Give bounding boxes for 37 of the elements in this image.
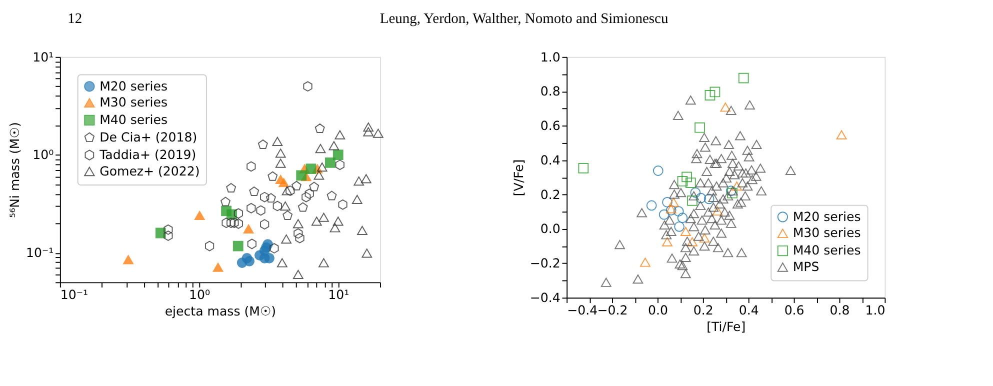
legend-label: M20 series <box>792 208 861 224</box>
y-tick-label: 0.2 <box>540 186 560 202</box>
legend-label: De Cia+ (2018) <box>100 130 198 145</box>
legend-label: M40 series <box>792 242 861 258</box>
x-axis-title: [Ti/Fe] <box>706 319 746 334</box>
x-tick-label: 10⁰ <box>189 287 210 302</box>
x-tick-label: −0.2 <box>597 302 628 318</box>
text: 12 <box>68 11 82 28</box>
y-tick-label: 10⁰ <box>32 147 54 162</box>
text: Leung, Yerdon, Walther, Nomoto and Simionescu <box>380 11 668 28</box>
legend-label: Taddia+ (2019) <box>98 146 196 162</box>
x-tick-label: 0.4 <box>738 302 759 318</box>
legend-label: M40 series <box>100 112 168 128</box>
y-tick-label: 0.8 <box>540 84 560 99</box>
x-tick-label: 0.2 <box>693 302 714 318</box>
y-tick-label: 10¹ <box>32 49 54 64</box>
x-axis-title: ejecta mass (M☉) <box>164 304 276 319</box>
x-tick-label: 0.6 <box>784 302 804 318</box>
x-tick-label: 10¹ <box>328 287 350 302</box>
y-tick-label: 0.6 <box>540 118 560 134</box>
legend-label: M30 series <box>792 225 861 240</box>
legend-label: MPS <box>792 259 820 274</box>
y-axis-title: [V/Fe] <box>511 159 526 196</box>
x-tick-label: 10⁻¹ <box>60 287 88 302</box>
y-axis-title: ⁵⁶Ni mass (M☉) <box>7 122 22 218</box>
legend-label: Gomez+ (2022) <box>100 163 200 178</box>
y-tick-label: 0.0 <box>540 221 560 236</box>
y-tick-label: 1.0 <box>540 49 560 64</box>
x-tick-label: −0.4 <box>567 302 598 318</box>
y-tick-label: 0.4 <box>540 152 560 168</box>
legend-label: M30 series <box>100 94 168 110</box>
legend-label: M20 series <box>100 78 168 94</box>
y-tick-label: −0.2 <box>530 256 560 271</box>
x-tick-label: 1.0 <box>865 302 886 318</box>
x-tick-label: 0.8 <box>830 302 850 318</box>
x-tick-label: 0.0 <box>648 302 668 318</box>
y-tick-label: 10⁻¹ <box>26 245 54 260</box>
